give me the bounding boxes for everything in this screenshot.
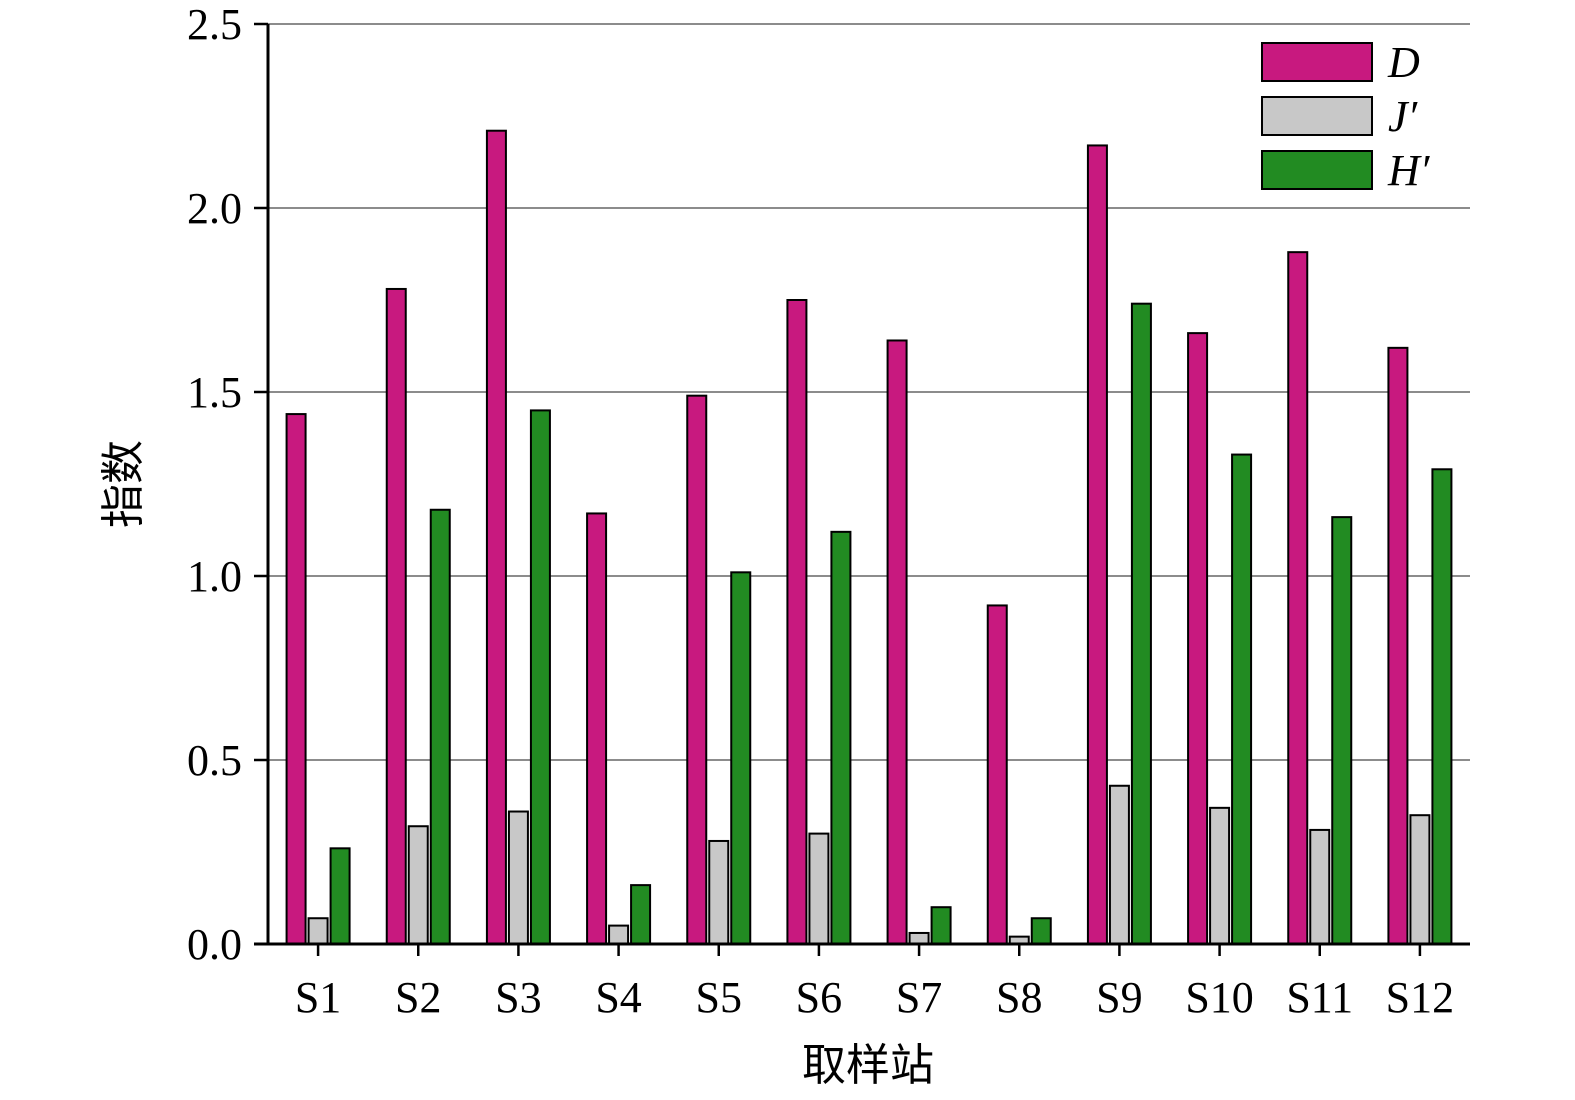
bar-d-s8 <box>986 604 1008 945</box>
bar-h-s12 <box>1431 468 1453 945</box>
y-tick-label: 1.5 <box>187 368 242 417</box>
gridlines <box>268 23 1470 761</box>
legend: D J′ H′ <box>1261 38 1431 195</box>
bar-j-s6 <box>808 832 830 945</box>
bar-d-s6 <box>786 299 808 945</box>
y-tick-label: 2.0 <box>187 184 242 233</box>
bar-d-s10 <box>1187 332 1209 945</box>
legend-label: J′ <box>1388 92 1419 141</box>
y-tick-label: 0.5 <box>187 736 242 785</box>
bar-h-s7 <box>930 906 952 946</box>
bars <box>285 129 1453 946</box>
legend-swatch <box>1261 42 1373 82</box>
bar-h-s9 <box>1130 302 1152 945</box>
x-tick-label: S2 <box>395 973 441 1022</box>
bar-h-s1 <box>329 847 351 946</box>
y-tick-label: 1.0 <box>187 552 242 601</box>
legend-swatch <box>1261 96 1373 136</box>
bar-d-s1 <box>285 413 307 945</box>
x-tick-label: S7 <box>896 973 942 1022</box>
y-tick-label: 2.5 <box>187 0 242 49</box>
bar-h-s2 <box>429 508 451 945</box>
bar-j-s3 <box>507 810 529 946</box>
bar-d-s9 <box>1086 144 1108 945</box>
bar-j-s4 <box>608 924 630 945</box>
x-tick-label: S9 <box>1096 973 1142 1022</box>
bar-h-s10 <box>1231 453 1253 945</box>
x-tick-label: S10 <box>1185 973 1253 1022</box>
x-tick-label: S11 <box>1286 973 1353 1022</box>
x-axis-title: 取样站 <box>802 1040 934 1091</box>
bar-h-s6 <box>830 530 852 946</box>
axes <box>254 24 1470 946</box>
bar-j-s2 <box>407 825 429 945</box>
x-tick-label: S5 <box>696 973 742 1022</box>
x-tick-label: S4 <box>595 973 641 1022</box>
bar-d-s12 <box>1387 346 1409 945</box>
bar-d-s11 <box>1287 251 1309 946</box>
y-axis-title: 指数 <box>98 440 149 528</box>
legend-label: D <box>1387 38 1420 87</box>
bar-j-s7 <box>908 931 930 946</box>
bar-d-s4 <box>586 512 608 945</box>
bar-j-s10 <box>1209 806 1231 946</box>
x-tick-label: S12 <box>1386 973 1454 1022</box>
x-tick-label: S6 <box>796 973 842 1022</box>
legend-label: H′ <box>1387 146 1431 195</box>
bar-h-s3 <box>529 409 551 945</box>
bar-h-s11 <box>1331 516 1353 945</box>
bar-j-s12 <box>1409 814 1431 946</box>
bar-j-s5 <box>708 839 730 946</box>
bar-d-s2 <box>385 287 407 945</box>
bar-h-s4 <box>630 884 652 945</box>
bar-h-s5 <box>730 571 752 945</box>
bar-d-s7 <box>886 339 908 946</box>
bar-h-s8 <box>1030 917 1052 945</box>
x-tick-label: S8 <box>996 973 1042 1022</box>
y-axis-ticks: 0.0 0.5 1.0 1.5 2.0 2.5 <box>187 0 268 969</box>
legend-swatch <box>1261 150 1373 190</box>
y-tick-label: 0.0 <box>187 920 242 969</box>
bar-j-s9 <box>1108 784 1130 946</box>
x-tick-label: S1 <box>295 973 341 1022</box>
bar-j-s1 <box>307 917 329 945</box>
bar-d-s5 <box>686 394 708 945</box>
bar-d-s3 <box>485 129 507 946</box>
x-tick-label: S3 <box>495 973 541 1022</box>
x-axis-ticks: S1 S2 S3 S4 S5 S6 S7 S8 S9 S10 S11 S12 <box>295 944 1454 1022</box>
bar-j-s11 <box>1309 828 1331 945</box>
